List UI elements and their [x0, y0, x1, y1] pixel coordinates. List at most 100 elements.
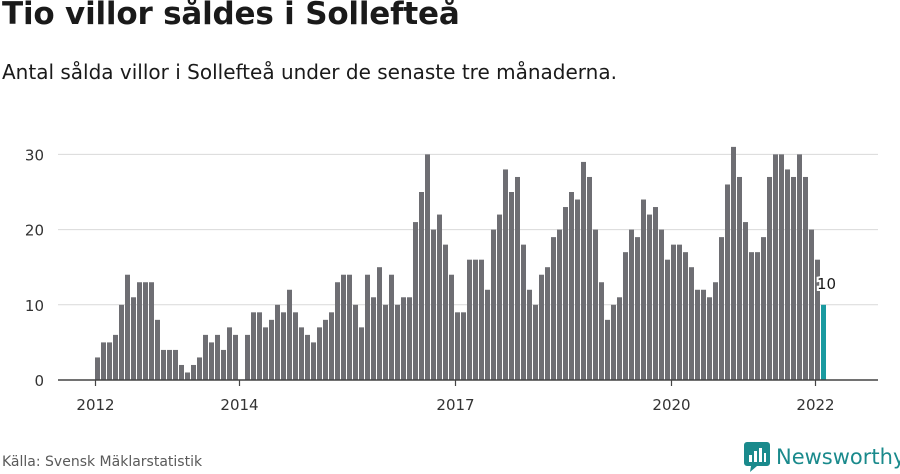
bar	[179, 364, 184, 380]
bar	[761, 237, 766, 380]
bar	[629, 229, 634, 380]
y-tick-label: 10	[25, 297, 44, 315]
bar	[131, 297, 136, 380]
labels: 0 10 20 30 2012 2014 2017 2020 2022 10	[25, 146, 838, 414]
chart-title: Tio villor såldes i Sollefteå	[2, 0, 460, 32]
bar	[755, 252, 760, 380]
bar	[413, 222, 418, 380]
bar	[557, 229, 562, 380]
bar	[185, 372, 190, 380]
bar	[419, 192, 424, 380]
bar	[389, 274, 394, 380]
bar	[197, 357, 202, 380]
bar	[437, 214, 442, 380]
bars	[95, 146, 826, 380]
y-tick-label: 0	[34, 372, 44, 390]
bar	[749, 252, 754, 380]
bar	[443, 244, 448, 380]
bar	[203, 334, 208, 380]
bar	[347, 274, 352, 380]
bar	[563, 207, 568, 380]
x-tick-label: 2014	[220, 396, 258, 414]
bar	[257, 312, 262, 380]
bar	[719, 237, 724, 380]
bar	[305, 334, 310, 380]
bar	[251, 312, 256, 380]
bar	[599, 282, 604, 380]
bar	[323, 319, 328, 380]
bar	[653, 207, 658, 380]
bar	[101, 342, 106, 380]
bar	[617, 297, 622, 380]
newsworthy-logo[interactable]: Newsworthy	[744, 442, 900, 472]
bar	[509, 192, 514, 380]
bar	[713, 282, 718, 380]
x-tick-label: 2012	[76, 396, 114, 414]
bar	[371, 297, 376, 380]
bar	[275, 304, 280, 380]
bar	[209, 342, 214, 380]
bar	[779, 154, 784, 380]
last-value-label: 10	[817, 275, 836, 293]
bar	[635, 237, 640, 380]
bar	[545, 267, 550, 380]
bar	[773, 154, 778, 380]
bar	[299, 327, 304, 380]
bar	[425, 154, 430, 380]
bar	[263, 327, 268, 380]
bar	[815, 259, 820, 380]
bar	[473, 259, 478, 380]
bar	[593, 229, 598, 380]
bar	[767, 176, 772, 380]
bar	[107, 342, 112, 380]
bar	[803, 176, 808, 380]
bar	[695, 289, 700, 380]
bar	[641, 199, 646, 380]
source-note: Källa: Svensk Mäklarstatistik	[2, 454, 203, 470]
bar	[581, 161, 586, 380]
bar	[533, 304, 538, 380]
bar	[623, 252, 628, 380]
bar	[137, 282, 142, 380]
bar	[689, 267, 694, 380]
bar	[287, 289, 292, 380]
bar	[737, 176, 742, 380]
axes	[58, 379, 878, 386]
bar	[221, 349, 226, 380]
bar	[167, 349, 172, 380]
bar	[701, 289, 706, 380]
bar	[785, 169, 790, 380]
bar	[449, 274, 454, 380]
bar	[191, 364, 196, 380]
bar	[365, 274, 370, 380]
bar	[377, 267, 382, 380]
bar	[125, 274, 130, 380]
bar	[539, 274, 544, 380]
bar	[479, 259, 484, 380]
bar	[647, 214, 652, 380]
bar	[143, 282, 148, 380]
bar	[401, 297, 406, 380]
bar	[173, 349, 178, 380]
newsworthy-logo-icon	[744, 442, 770, 472]
bar	[119, 304, 124, 380]
bar	[113, 334, 118, 380]
bar	[671, 244, 676, 380]
bar	[461, 312, 466, 380]
bar	[431, 229, 436, 380]
y-tick-label: 20	[25, 222, 44, 240]
bar	[467, 259, 472, 380]
bar-highlight	[821, 304, 826, 380]
bar	[245, 334, 250, 380]
bar	[809, 229, 814, 380]
x-tick-label: 2022	[796, 396, 834, 414]
bar	[797, 154, 802, 380]
bar	[575, 199, 580, 380]
bar	[527, 289, 532, 380]
bar	[269, 319, 274, 380]
bar	[95, 357, 100, 380]
bar	[383, 304, 388, 380]
x-tick-label: 2017	[436, 396, 474, 414]
bar	[791, 176, 796, 380]
